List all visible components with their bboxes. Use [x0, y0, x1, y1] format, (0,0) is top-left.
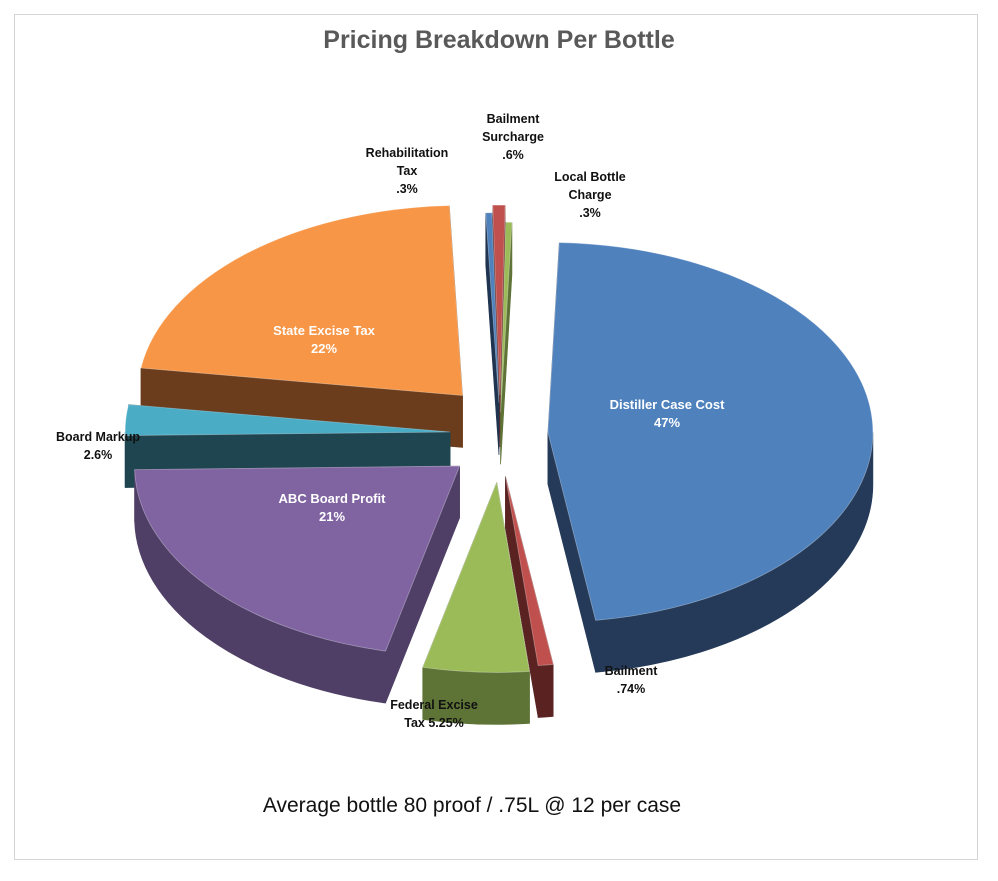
slice-label-line: Distiller Case Cost — [609, 397, 725, 412]
pie-slice-abc-board-profit — [134, 465, 461, 704]
slice-label-line: Board Markup — [55, 430, 141, 444]
slice-label-line: Rehabilitation — [365, 146, 449, 160]
slice-label-line: Charge — [568, 188, 612, 202]
slice-label-line: 21% — [318, 509, 346, 524]
slice-label-line: .3% — [396, 182, 418, 196]
slice-label-line: 22% — [310, 341, 338, 356]
slice-label: Bailment .74% — [561, 662, 701, 698]
slice-label: Local Bottle Charge .3% — [520, 168, 660, 222]
pie-slice-bailment — [505, 476, 554, 718]
slice-label-line: Tax 5.25% — [404, 716, 464, 730]
slice-label-line: Bailment — [604, 664, 658, 678]
slice-label-line: Bailment — [486, 112, 540, 126]
slice-label-line: .74% — [616, 682, 646, 696]
pie-slice-rehabilitation-tax — [485, 212, 500, 455]
pie-slice-federal-excise-tax — [422, 480, 530, 725]
slice-label-line: Surcharge — [482, 130, 544, 144]
slice-label-line: Federal Excise — [390, 698, 478, 712]
slice-label-line: 47% — [653, 415, 681, 430]
pie-slice-distiller-case-cost — [547, 242, 874, 673]
slice-label-line: Local Bottle — [554, 170, 626, 184]
slice-label: Rehabilitation Tax .3% — [337, 144, 477, 198]
slice-label: Bailment Surcharge .6% — [443, 110, 583, 164]
chart-title: Pricing Breakdown Per Bottle — [323, 26, 675, 54]
slice-label: Federal Excise Tax 5.25% — [364, 696, 504, 732]
slice-label-line: ABC Board Profit — [278, 491, 386, 506]
slice-label: Board Markup 2.6% — [28, 428, 168, 464]
slice-label: Distiller Case Cost 47% — [597, 396, 737, 432]
slice-label-line: .3% — [579, 206, 601, 220]
slice-label-line: 2.6% — [83, 448, 113, 462]
slice-label-line: .6% — [502, 148, 524, 162]
pie-slice-local-bottle-charge — [500, 221, 513, 465]
slice-label-line: State Excise Tax — [273, 323, 375, 338]
slice-label: State Excise Tax 22% — [254, 322, 394, 358]
chart-subtitle: Average bottle 80 proof / .75L @ 12 per … — [262, 794, 682, 817]
slice-label: ABC Board Profit 21% — [262, 490, 402, 526]
slice-label-line: Tax — [396, 164, 418, 178]
